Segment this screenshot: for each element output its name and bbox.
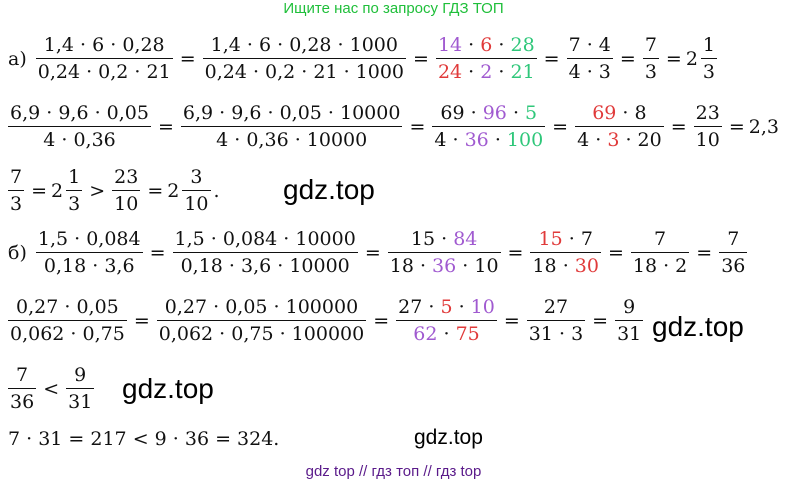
- part-b-line-3: 7 36 < 9 31: [8, 364, 95, 413]
- part-b-line-1: б) 1,5 · 0,084 0,18 · 3,6 = 1,5 · 0,084 ·…: [8, 228, 748, 277]
- fraction-colored: 27 · 5 · 10 62 · 75: [396, 296, 497, 345]
- part-b-line-2: 0,27 · 0,05 0,062 · 0,75 = 0,27 · 0,05 · …: [8, 296, 644, 345]
- part-b-label: б): [8, 241, 27, 264]
- fraction: 0,27 · 0,05 · 100000 0,062 · 0,75 · 10000…: [156, 296, 367, 345]
- fraction: 9 31: [66, 364, 95, 413]
- fraction: 9 31: [615, 296, 644, 345]
- fraction: 23 10: [693, 102, 722, 151]
- mixed-number-whole: 2: [167, 179, 180, 202]
- fraction: 1,5 · 0,084 0,18 · 3,6: [35, 228, 143, 277]
- fraction: 27 31 · 3: [526, 296, 586, 345]
- fraction: 6,9 · 9,6 · 0,05 · 10000 4 · 0,36 · 10000: [180, 102, 403, 151]
- mixed-number-whole: 2: [685, 47, 698, 70]
- watermark: gdz.top: [283, 174, 375, 205]
- header-banner: Ищите нас по запросу ГДЗ ТОП: [283, 0, 504, 17]
- watermark: gdz.top: [652, 311, 744, 342]
- fraction: 0,27 · 0,05 0,062 · 0,75: [8, 296, 127, 345]
- mixed-number-whole: 2: [51, 179, 64, 202]
- watermark: gdz.top: [414, 426, 483, 449]
- fraction: 7 36: [8, 364, 37, 413]
- watermark: gdz.top: [122, 373, 214, 404]
- part-a-label: а): [8, 47, 27, 70]
- result-value: 2,3: [748, 115, 779, 138]
- fraction-colored: 15 · 84 18 · 36 · 10: [387, 228, 501, 277]
- fraction: 7 18 · 2: [630, 228, 690, 277]
- part-b-line-4: 7 · 31 = 217 < 9 · 36 = 324.: [8, 428, 279, 450]
- fraction: 1,4 · 6 · 0,28 0,24 · 0,2 · 21: [35, 34, 173, 83]
- fraction-colored: 69 · 8 4 · 3 · 20: [575, 102, 664, 151]
- fraction: 1,4 · 6 · 0,28 · 1000 0,24 · 0,2 · 21 · 1…: [202, 34, 407, 83]
- fraction: 7 36: [719, 228, 748, 277]
- fraction: 6,9 · 9,6 · 0,05 4 · 0,36: [8, 102, 151, 151]
- fraction: 1,5 · 0,084 · 10000 0,18 · 3,6 · 10000: [172, 228, 358, 277]
- part-a-line-2: 6,9 · 9,6 · 0,05 4 · 0,36 = 6,9 · 9,6 · 0…: [8, 102, 779, 151]
- fraction-colored: 14 · 6 · 28 24 · 2 · 21: [435, 34, 537, 83]
- footer-banner: gdz top // гдз топ // гдз top: [305, 463, 482, 480]
- part-a-line-1: а) 1,4 · 6 · 0,28 0,24 · 0,2 · 21 = 1,4 ·…: [8, 34, 718, 83]
- fraction: 23 10: [112, 166, 141, 215]
- fraction-colored: 69 · 96 · 5 4 · 36 · 100: [432, 102, 546, 151]
- fraction-colored: 15 · 7 18 · 30: [530, 228, 601, 277]
- comparison-text: 7 · 31 = 217 < 9 · 36 = 324.: [8, 428, 280, 450]
- mixed-number-fraction: 3 10: [182, 166, 211, 215]
